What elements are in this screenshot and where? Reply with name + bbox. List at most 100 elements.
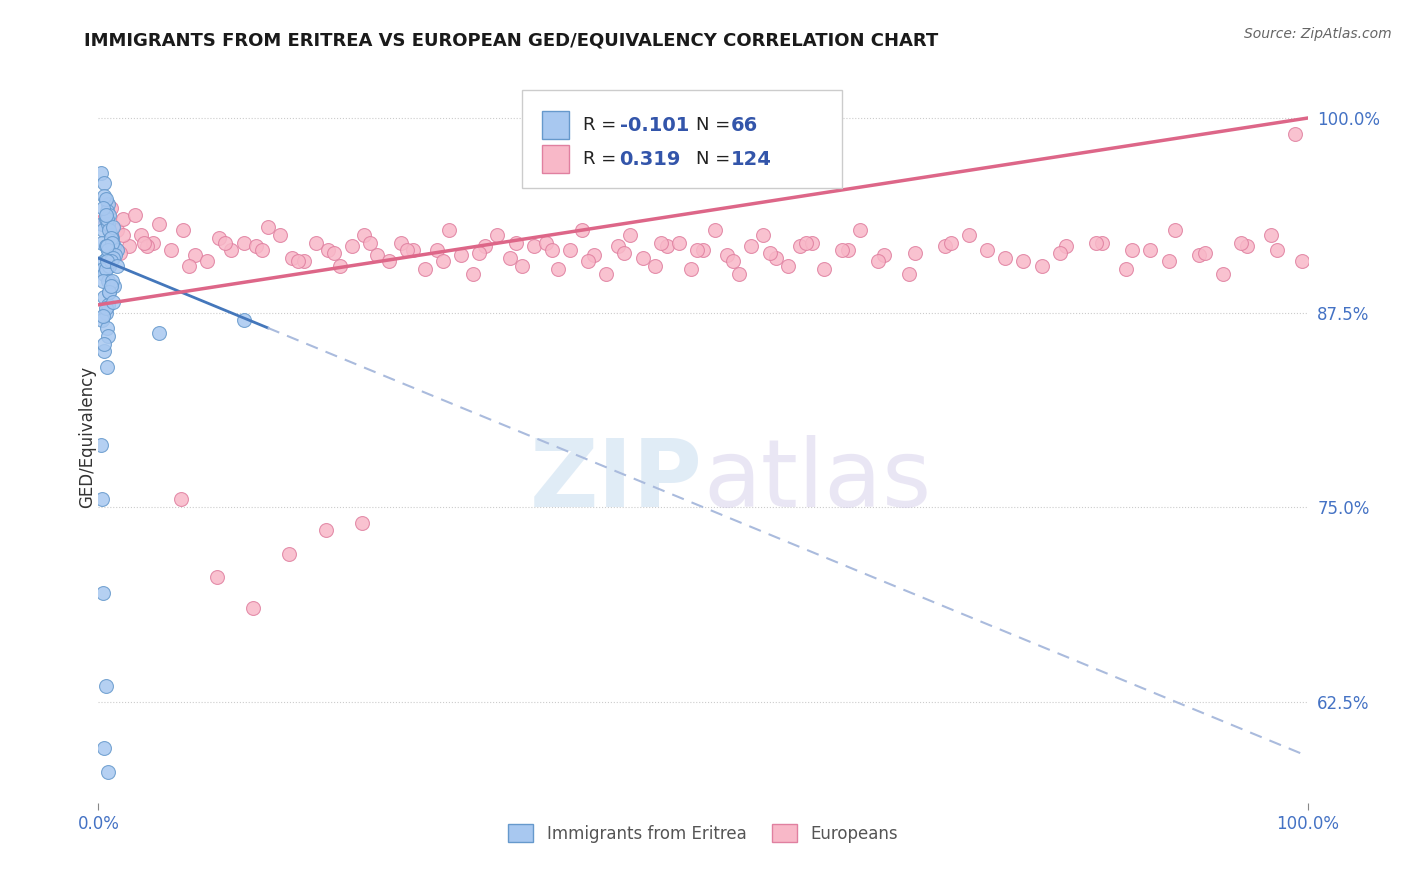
Point [437, 223, 460, 237]
Point [1194, 246, 1216, 260]
Text: R =: R = [583, 116, 623, 135]
Text: N =: N = [696, 116, 735, 135]
Point [607, 238, 630, 252]
Point [96, 238, 118, 252]
Point [377, 254, 399, 268]
Point [315, 524, 337, 538]
Point [97, 275, 120, 289]
Point [613, 246, 636, 260]
Point [124, 208, 146, 222]
Point [994, 251, 1017, 265]
Point [758, 246, 780, 260]
Point [97, 298, 120, 312]
Point [873, 248, 896, 262]
Point [1163, 223, 1185, 237]
Point [184, 248, 207, 262]
Point [94, 262, 117, 277]
Point [679, 262, 702, 277]
Point [250, 244, 273, 258]
Point [98, 285, 121, 300]
Point [93, 212, 115, 227]
Point [571, 223, 593, 237]
Point [1085, 235, 1108, 250]
Point [97, 329, 120, 343]
Text: 66: 66 [731, 116, 758, 135]
Point [93, 189, 115, 203]
Point [104, 248, 127, 262]
Point [540, 244, 562, 258]
Point [837, 244, 859, 258]
Point [96, 251, 118, 265]
Point [897, 267, 920, 281]
Point [957, 227, 980, 242]
Point [547, 262, 569, 277]
Point [305, 235, 328, 250]
Point [242, 601, 264, 615]
Point [468, 246, 491, 260]
Point [179, 259, 201, 273]
Text: 124: 124 [731, 150, 772, 169]
Point [353, 227, 375, 242]
Point [350, 516, 373, 530]
Point [558, 244, 581, 258]
Point [776, 259, 799, 273]
Point [740, 238, 762, 252]
Point [934, 238, 956, 252]
Point [97, 764, 120, 779]
Point [93, 254, 115, 268]
Point [904, 246, 927, 260]
Point [97, 244, 120, 258]
Point [323, 246, 346, 260]
Point [668, 235, 690, 250]
Point [195, 254, 218, 268]
Point [292, 254, 315, 268]
Point [134, 235, 156, 250]
Point [976, 244, 998, 258]
Point [269, 227, 291, 242]
Point [100, 235, 122, 250]
Text: 0.319: 0.319 [620, 150, 681, 169]
Point [498, 251, 520, 265]
Point [135, 238, 157, 252]
Point [101, 219, 124, 234]
Text: IMMIGRANTS FROM ERITREA VS EUROPEAN GED/EQUIVALENCY CORRELATION CHART: IMMIGRANTS FROM ERITREA VS EUROPEAN GED/… [84, 31, 939, 49]
Point [1031, 259, 1053, 273]
Point [1049, 246, 1071, 260]
Point [723, 254, 745, 268]
Point [287, 254, 309, 268]
Point [402, 244, 425, 258]
Point [94, 192, 117, 206]
Point [576, 254, 599, 268]
Point [395, 244, 418, 258]
Point [1236, 238, 1258, 252]
Point [655, 238, 678, 252]
Bar [543, 112, 569, 139]
Text: ZIP: ZIP [530, 435, 703, 527]
Point [148, 326, 170, 340]
Point [96, 359, 118, 374]
Point [463, 267, 485, 281]
Point [360, 235, 382, 250]
Point [686, 244, 709, 258]
Point [214, 235, 236, 250]
Point [91, 492, 114, 507]
Point [93, 741, 115, 756]
Point [97, 217, 120, 231]
Point [208, 231, 231, 245]
Point [939, 235, 962, 250]
Point [108, 246, 131, 260]
Point [98, 259, 121, 273]
Point [103, 238, 125, 252]
Point [90, 165, 112, 179]
Point [172, 223, 194, 237]
Point [100, 254, 122, 268]
Point [631, 251, 654, 265]
Point [96, 254, 118, 268]
Point [98, 259, 121, 273]
Point [1012, 254, 1035, 268]
Point [93, 336, 115, 351]
Point [94, 305, 117, 319]
Point [93, 344, 115, 359]
Point [98, 223, 121, 237]
Point [90, 438, 112, 452]
